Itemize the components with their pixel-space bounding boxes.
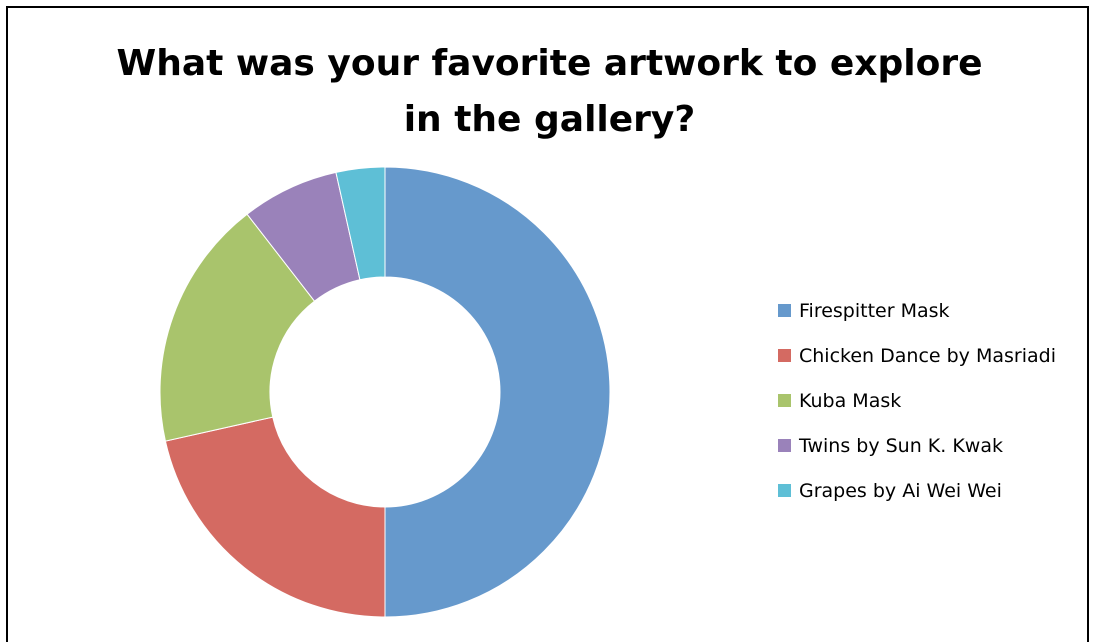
- chart-title: What was your favorite artwork to explor…: [8, 36, 1091, 148]
- legend-label: Grapes by Ai Wei Wei: [799, 479, 1002, 502]
- legend-swatch: [778, 304, 791, 317]
- chart-title-line-1: What was your favorite artwork to explor…: [116, 43, 983, 84]
- legend-label: Twins by Sun K. Kwak: [799, 434, 1003, 457]
- legend-label: Chicken Dance by Masriadi: [799, 344, 1056, 367]
- legend-item-2: Kuba Mask: [778, 378, 1056, 423]
- donut-chart: [159, 166, 611, 618]
- legend-item-4: Grapes by Ai Wei Wei: [778, 468, 1056, 513]
- legend-swatch: [778, 394, 791, 407]
- donut-slice-1: [164, 416, 386, 618]
- chart-frame: What was your favorite artwork to explor…: [6, 6, 1089, 642]
- donut-slice-4: [335, 166, 386, 281]
- legend-label: Firespitter Mask: [799, 299, 950, 322]
- legend-swatch: [778, 439, 791, 452]
- legend-item-0: Firespitter Mask: [778, 288, 1056, 333]
- donut-slice-2: [159, 213, 316, 442]
- legend-label: Kuba Mask: [799, 389, 902, 412]
- legend-swatch: [778, 484, 791, 497]
- legend-item-3: Twins by Sun K. Kwak: [778, 423, 1056, 468]
- chart-title-line-2: in the gallery?: [403, 99, 696, 140]
- chart-legend: Firespitter Mask Chicken Dance by Masriad…: [778, 288, 1056, 513]
- legend-swatch: [778, 349, 791, 362]
- legend-item-1: Chicken Dance by Masriadi: [778, 333, 1056, 378]
- donut-slice-0: [384, 166, 611, 618]
